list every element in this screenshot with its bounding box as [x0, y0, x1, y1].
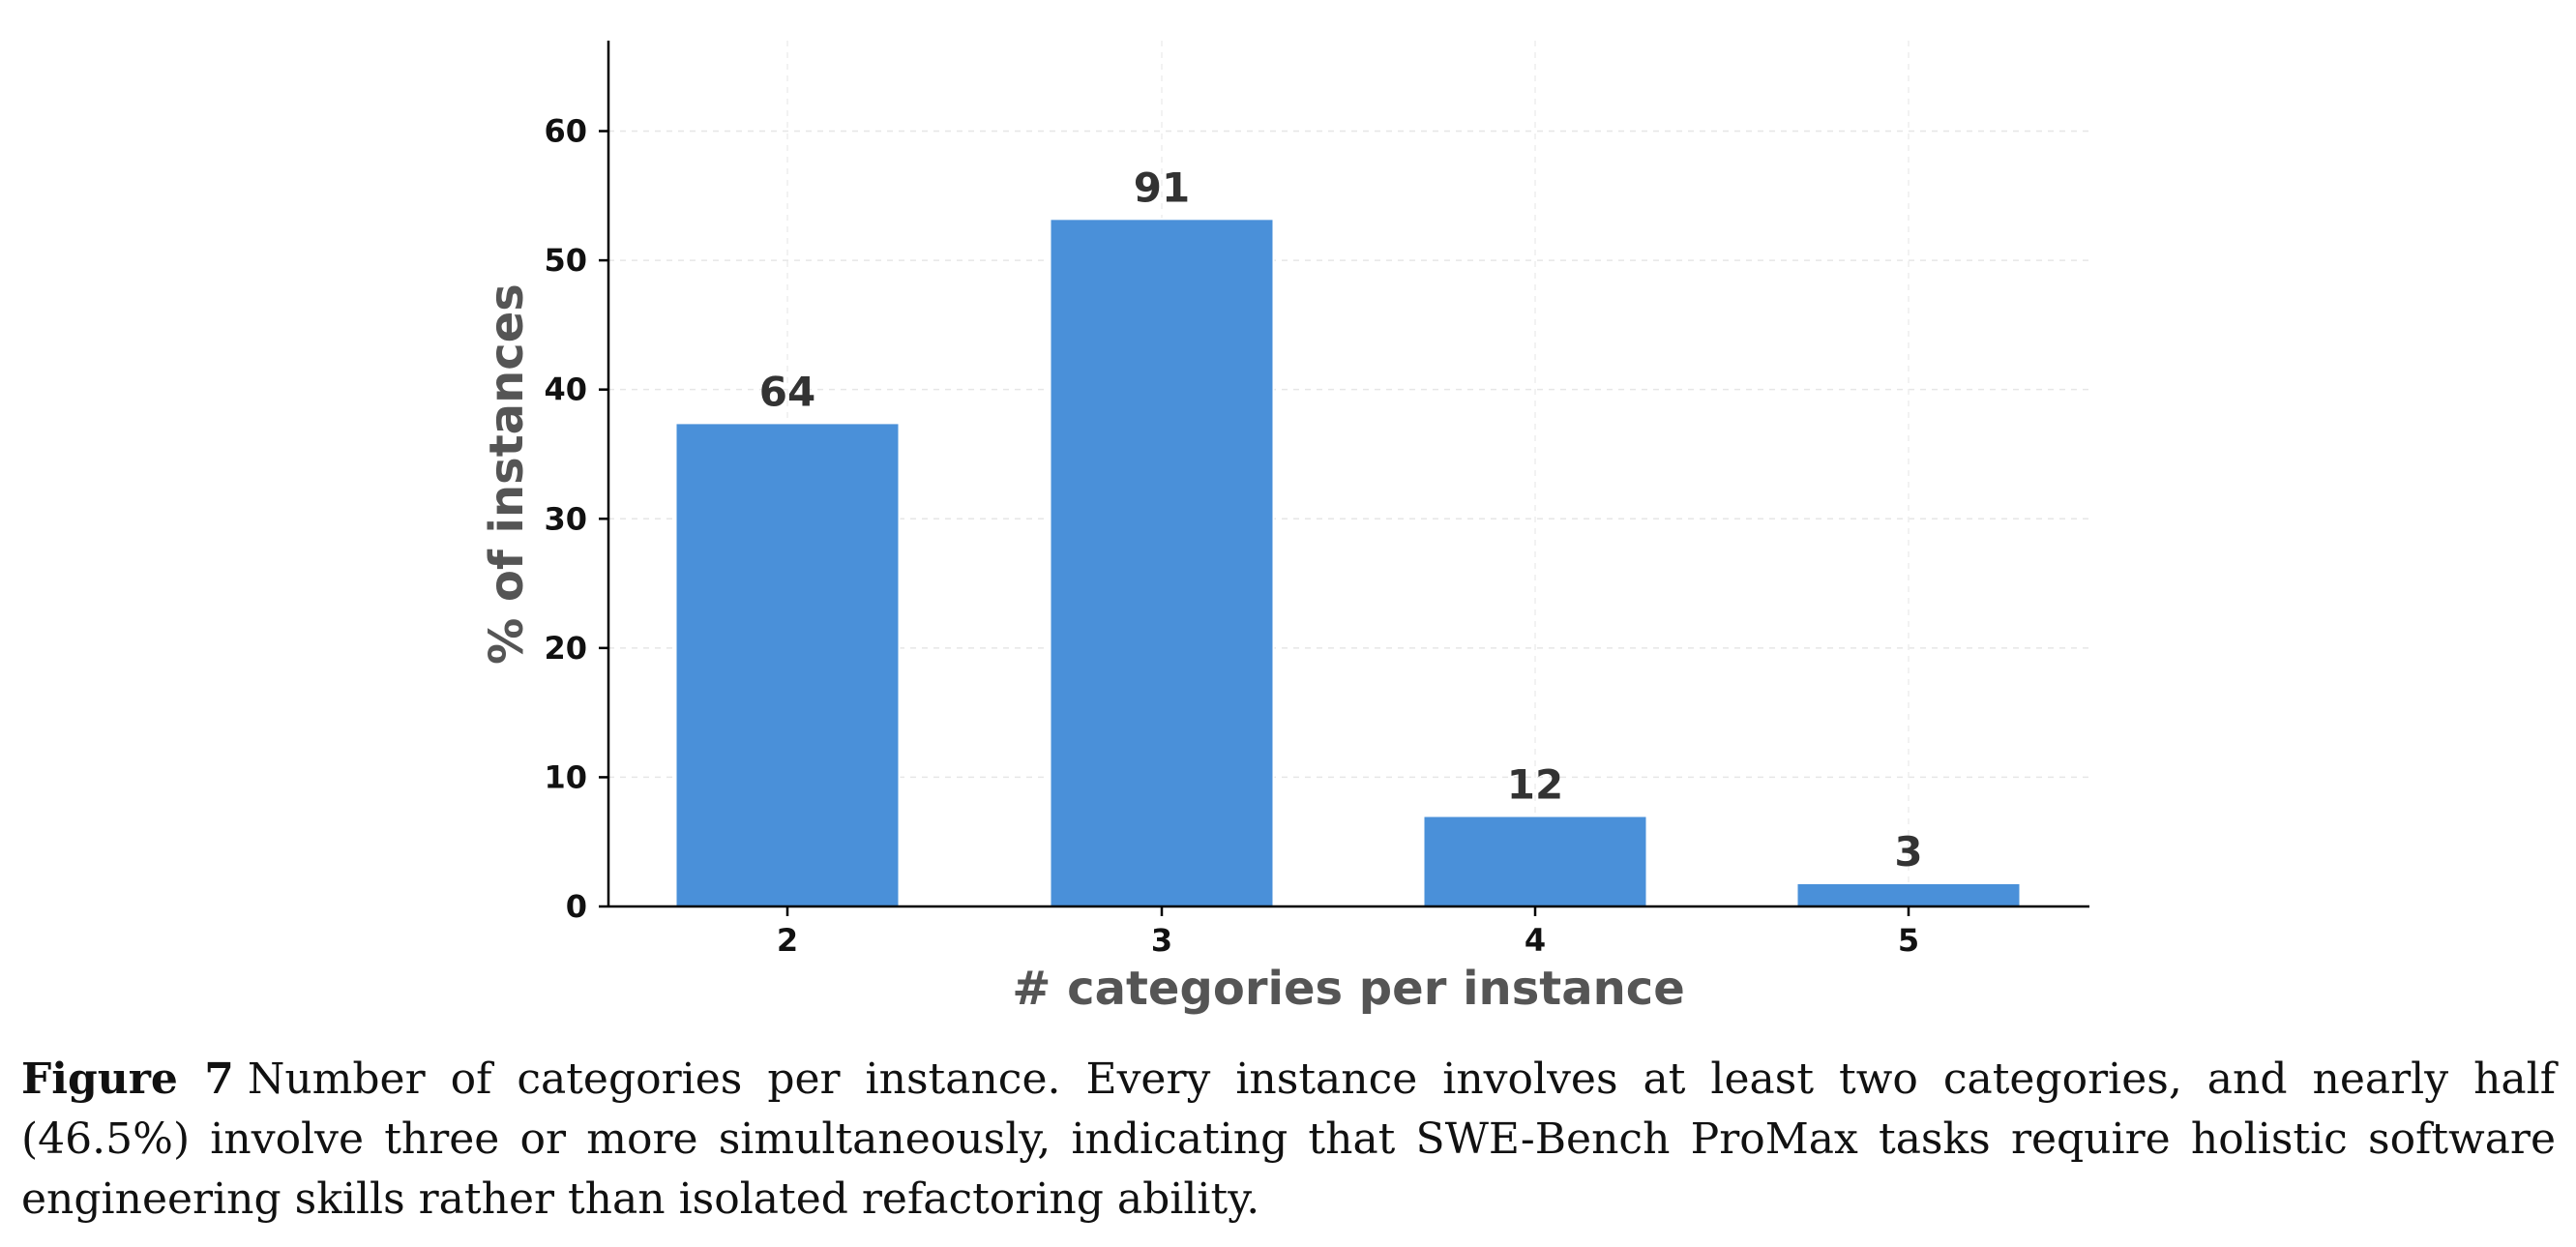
data-labels: 64 91 12 3	[759, 163, 1923, 876]
figure-label: Figure 7	[21, 1054, 234, 1104]
x-axis-title: # categories per instance	[1012, 962, 1685, 1016]
x-tick-label: 4	[1525, 922, 1546, 959]
bar-3	[1049, 218, 1275, 908]
y-axis-title: % of instances	[480, 283, 534, 665]
y-tick-label: 20	[544, 630, 587, 667]
x-ticks: 2 3 4 5	[777, 906, 1919, 959]
data-label: 91	[1134, 163, 1190, 211]
caption-text: Number of categories per instance. Every…	[21, 1054, 2556, 1224]
y-tick-label: 30	[544, 500, 587, 537]
x-tick-label: 3	[1151, 922, 1172, 959]
figure-caption: Figure 7 Number of categories per instanc…	[21, 1050, 2556, 1230]
y-tick-label: 0	[566, 888, 587, 925]
bar-chart: 0 10 20 30 40 50 60 2 3 4 5 64 91 12 3 # categories …	[480, 41, 2089, 1016]
y-ticks: 0 10 20 30 40 50 60	[544, 113, 608, 925]
y-tick-label: 40	[544, 371, 587, 408]
bar-4	[1422, 815, 1648, 908]
data-label: 12	[1507, 760, 1563, 808]
y-tick-label: 10	[544, 758, 587, 795]
y-tick-label: 60	[544, 113, 587, 150]
data-label: 3	[1894, 828, 1922, 876]
axes	[607, 41, 2089, 908]
bar-5	[1795, 881, 2022, 907]
bar-2	[674, 422, 901, 907]
x-tick-label: 2	[777, 922, 798, 959]
y-tick-label: 50	[544, 242, 587, 279]
x-tick-label: 5	[1898, 922, 1919, 959]
bars-group	[674, 218, 2022, 908]
data-label: 64	[759, 368, 815, 415]
